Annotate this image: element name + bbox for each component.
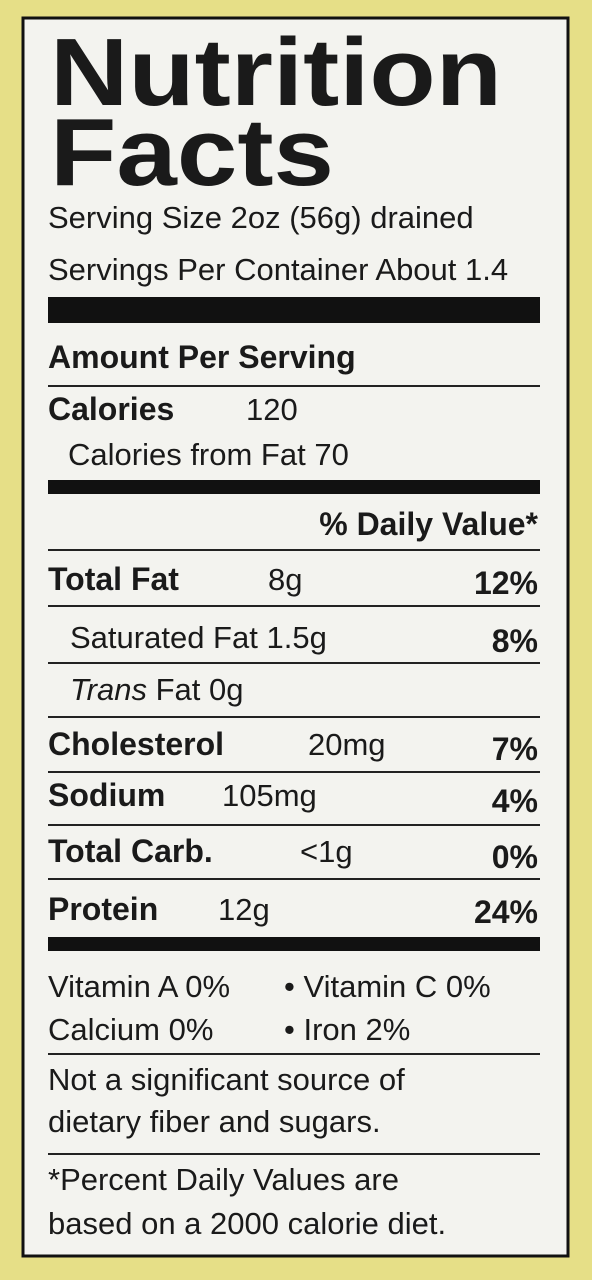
- vitamin: Vitamin A 0%: [48, 969, 230, 1004]
- nutrient-amount: 1.5g: [266, 620, 326, 655]
- daily-value-header: % Daily Value*: [319, 506, 538, 542]
- vitamin: • Vitamin C 0%: [284, 969, 491, 1004]
- thick-rule: [48, 480, 540, 494]
- nutrient-row: Saturated Fat 1.5g: [70, 620, 327, 655]
- nutrient-amount: 105mg: [222, 778, 317, 813]
- vitamin: • Iron 2%: [284, 1012, 410, 1047]
- nutrient-name: Cholesterol: [48, 726, 224, 762]
- serving-size: Serving Size 2oz (56g) drained: [48, 200, 474, 235]
- amount-per-serving: Amount Per Serving: [48, 339, 356, 375]
- nutrient-name: Sodium: [48, 777, 165, 813]
- nutrient-amount: 0g: [209, 672, 243, 707]
- footnote: *Percent Daily Values are: [48, 1162, 399, 1197]
- nutrient-amount: 20mg: [308, 727, 386, 762]
- nutrient-row: Trans Fat 0g: [70, 672, 243, 707]
- nutrient-name: Total Carb.: [48, 833, 213, 869]
- calories-label: Calories: [48, 391, 174, 427]
- nutrient-dv: 12%: [474, 565, 538, 601]
- thick-rule: [48, 937, 540, 951]
- nutrient-dv: 7%: [492, 731, 538, 767]
- nutrient-dv: 24%: [474, 894, 538, 930]
- nutrient-dv: 0%: [492, 839, 538, 875]
- nutrient-name-italic: Trans: [70, 672, 147, 707]
- nutrient-name: Fat: [156, 672, 201, 707]
- note: Not a significant source of: [48, 1062, 405, 1097]
- calories-value: 120: [246, 392, 298, 427]
- nutrient-amount: <1g: [300, 834, 353, 869]
- panel: [21, 16, 570, 1258]
- calories-from-fat: Calories from Fat 70: [68, 437, 349, 472]
- servings-per-container: Servings Per Container About 1.4: [48, 252, 508, 287]
- nutrient-dv: 4%: [492, 783, 538, 819]
- title: Nutrition: [50, 19, 502, 126]
- title: Facts: [50, 99, 334, 206]
- vitamin: Calcium 0%: [48, 1012, 213, 1047]
- nutrient-name: Total Fat: [48, 561, 179, 597]
- nutrient-amount: 12g: [218, 892, 270, 927]
- nutrient-name: Saturated Fat: [70, 620, 258, 655]
- nutrient-dv: 8%: [492, 623, 538, 659]
- note: dietary fiber and sugars.: [48, 1104, 381, 1139]
- nutrient-name: Protein: [48, 891, 158, 927]
- thick-rule: [48, 297, 540, 323]
- nutrient-amount: 8g: [268, 562, 302, 597]
- footnote: based on a 2000 calorie diet.: [48, 1206, 446, 1241]
